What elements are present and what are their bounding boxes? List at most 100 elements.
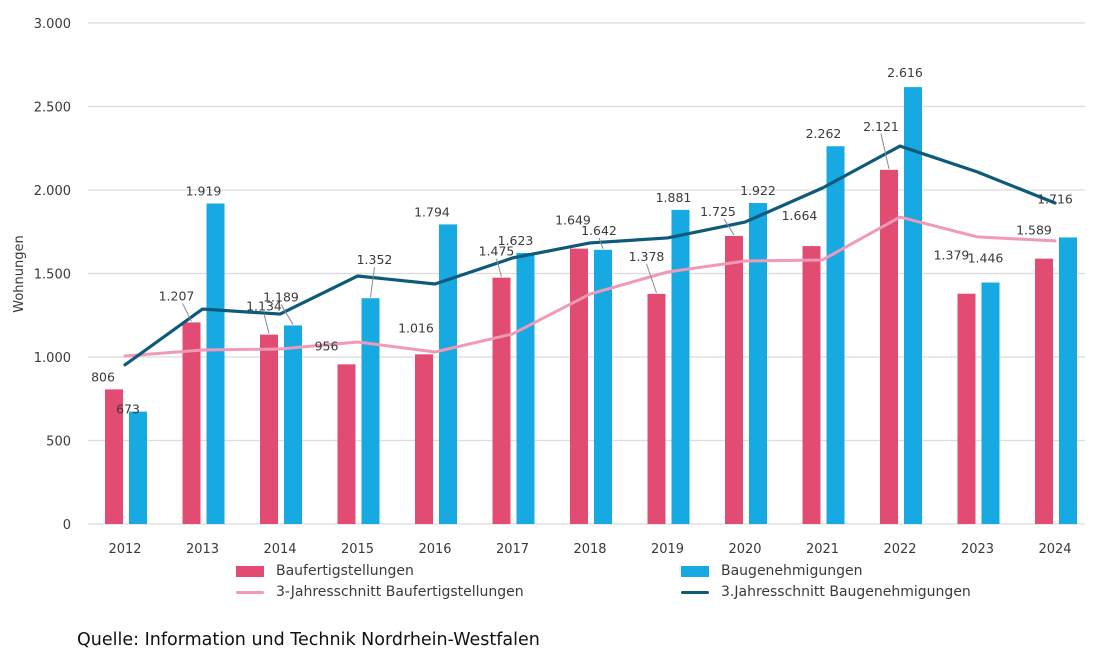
bar-baufertigstellungen [337, 364, 356, 524]
data-label: 1.922 [740, 183, 776, 198]
y-tick-label: 1.000 [34, 351, 71, 366]
legend-label: 3-Jahresschnitt Baufertigstellungen [276, 584, 524, 600]
label-leader-line [723, 218, 735, 236]
legend-item-avg-baugenehmigungen: 3.Jahresschnitt Baugenehmigungen [681, 584, 971, 600]
legend-swatch-bar-blue [681, 565, 709, 577]
x-tick-label: 2013 [186, 542, 219, 557]
data-label: 1.649 [555, 213, 591, 228]
legend-label: 3.Jahresschnitt Baugenehmigungen [721, 584, 971, 600]
x-tick-label: 2018 [573, 542, 606, 557]
data-label: 673 [116, 402, 140, 417]
line-avg-baufertigstellungen [123, 215, 1057, 358]
bar-baufertigstellungen [957, 293, 976, 524]
x-tick-label: 2019 [651, 542, 684, 557]
bar-baufertigstellungen [1035, 258, 1053, 524]
y-tick-label: 1.500 [34, 268, 71, 283]
data-label: 1.794 [414, 204, 450, 219]
bar-baufertigstellungen [647, 293, 666, 524]
y-tick-label: 3.000 [34, 17, 71, 32]
data-label: 1.881 [656, 190, 692, 205]
x-tick-label: 2014 [263, 542, 296, 557]
data-label: 1.725 [700, 204, 736, 219]
data-label: 2.616 [887, 65, 923, 80]
y-tick-label: 2.500 [34, 101, 71, 116]
x-tick-label: 2023 [961, 542, 994, 557]
legend-label: Baugenehmigungen [721, 563, 863, 579]
label-leader-lines [182, 133, 890, 334]
y-tick-label: 0 [63, 518, 71, 533]
bar-baufertigstellungen [182, 322, 201, 524]
data-label: 1.716 [1037, 191, 1073, 206]
bar-baufertigstellungen [802, 246, 821, 524]
y-axis-label: Wohnungen [12, 235, 27, 313]
y-axis-ticks: 0 500 1.000 1.500 2.000 2.500 3.000 [34, 17, 71, 533]
bar-baugenehmigungen [671, 209, 690, 525]
label-leader-line [182, 303, 192, 322]
label-leader-line [598, 237, 604, 249]
data-label: 2.121 [863, 119, 899, 134]
bar-baugenehmigungen [129, 411, 147, 524]
bar-baufertigstellungen [880, 169, 898, 524]
x-tick-label: 2020 [728, 542, 761, 557]
label-leader-line [646, 263, 657, 294]
bar-baufertigstellungen [492, 277, 511, 524]
x-tick-label: 2015 [341, 542, 374, 557]
bar-baugenehmigungen [826, 146, 845, 524]
x-tick-label: 2017 [496, 542, 529, 557]
bar-baufertigstellungen [415, 354, 433, 524]
bar-baugenehmigungen [206, 203, 225, 525]
bar-baugenehmigungen [1059, 237, 1077, 525]
data-label: 956 [315, 338, 339, 353]
x-tick-label: 2021 [806, 542, 839, 557]
data-label: 1.642 [581, 223, 617, 238]
data-label: 1.207 [159, 288, 195, 303]
line-avg-baugenehmigungen [123, 144, 1057, 367]
legend-label: Baufertigstellungen [276, 563, 414, 579]
bars [105, 87, 1077, 525]
bar-baugenehmigungen [284, 325, 302, 524]
bar-baugenehmigungen [439, 224, 457, 525]
lines [123, 144, 1057, 367]
data-label: 1.379 [934, 248, 970, 263]
source-note: Quelle: Information und Technik Nordrhei… [77, 630, 540, 650]
bar-baufertigstellungen [260, 334, 278, 524]
label-leader-line [370, 267, 375, 298]
legend-swatch-line-pink [236, 590, 264, 594]
bar-baugenehmigungen [361, 298, 380, 524]
legend-item-baugenehmigungen: Baugenehmigungen [681, 563, 862, 579]
bar-baufertigstellungen [105, 389, 123, 524]
x-tick-label: 2024 [1038, 542, 1071, 557]
label-leader-line [496, 258, 502, 277]
label-leader-line [263, 313, 270, 334]
bar-baugenehmigungen [981, 282, 1000, 524]
data-label: 1.446 [968, 251, 1004, 266]
y-tick-label: 2.000 [34, 184, 71, 199]
data-label: 1.475 [479, 244, 515, 259]
data-label: 1.134 [246, 299, 282, 314]
x-axis-ticks: 2012 2013 2014 2015 2016 2017 2018 2019 2020 2021… [108, 542, 1071, 557]
bar-baufertigstellungen [725, 235, 743, 525]
data-label: 1.016 [398, 320, 434, 335]
legend-item-baufertigstellungen: Baufertigstellungen [236, 563, 414, 579]
label-leader-line [880, 133, 890, 169]
data-label: 1.589 [1016, 223, 1052, 238]
data-labels: 806 1.207 1.134 956 1.016 1.475 1.649 1.378 1.72… [91, 65, 1073, 416]
data-label: 1.352 [357, 252, 393, 267]
data-label: 2.262 [806, 126, 842, 141]
data-label: 1.189 [263, 289, 299, 304]
legend-swatch-line-dark [681, 590, 709, 594]
data-label: 1.919 [186, 184, 222, 199]
bar-baugenehmigungen [516, 252, 535, 525]
bar-baufertigstellungen [570, 248, 588, 524]
y-tick-label: 500 [46, 435, 71, 450]
data-label: 806 [91, 369, 115, 384]
legend-swatch-bar-pink [236, 565, 264, 577]
data-label: 1.623 [498, 233, 534, 248]
x-tick-label: 2016 [418, 542, 451, 557]
data-label: 1.664 [782, 208, 818, 223]
data-label: 1.378 [629, 249, 665, 264]
bar-baugenehmigungen [904, 87, 922, 525]
label-leader-line [280, 304, 294, 325]
bar-baugenehmigungen [749, 203, 767, 524]
